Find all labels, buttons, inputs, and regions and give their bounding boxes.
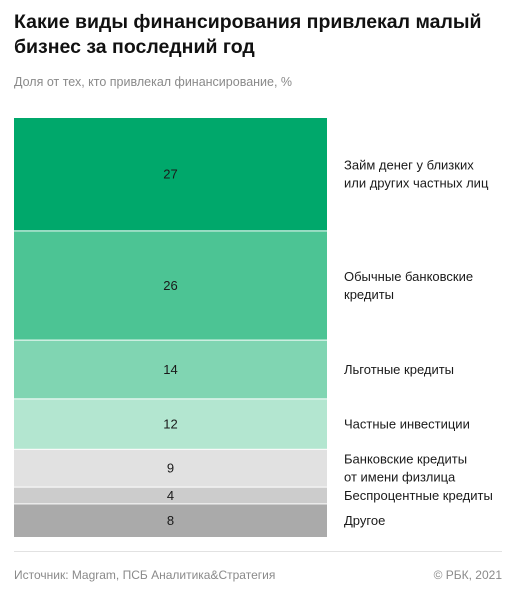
chart-title: Какие виды финансирования привлекал малы…	[14, 11, 482, 58]
copyright-note: © РБК, 2021	[433, 568, 502, 582]
data-label: 8	[167, 513, 174, 528]
category-label: Беспроцентные кредиты	[344, 488, 493, 503]
category-label: Обычные банковские	[344, 269, 473, 284]
source-note: Источник: Magram, ПСБ Аналитика&Стратеги…	[14, 568, 276, 582]
data-label: 12	[163, 417, 177, 432]
bar-segment	[14, 340, 327, 399]
bar-segment	[14, 487, 327, 504]
chart-subtitle: Доля от тех, кто привлекал финансировани…	[14, 75, 293, 89]
data-label: 26	[163, 278, 177, 293]
category-label: Льготные кредиты	[344, 362, 454, 377]
data-label: 9	[167, 461, 174, 476]
bar-segment	[14, 231, 327, 340]
bar-segment	[14, 399, 327, 449]
data-label: 4	[167, 488, 174, 503]
category-label: Частные инвестиции	[344, 417, 470, 432]
category-label: от имени физлица	[344, 470, 456, 485]
bar-segment	[14, 118, 327, 231]
footer-divider	[14, 551, 502, 552]
data-label: 14	[163, 362, 177, 377]
category-label: Банковские кредиты	[344, 452, 467, 467]
data-label: 27	[163, 167, 177, 182]
bar-segment	[14, 504, 327, 537]
category-label: кредиты	[344, 287, 394, 302]
category-label: Займ денег у близких	[344, 158, 474, 173]
category-label: или других частных лиц	[344, 176, 489, 191]
category-label: Другое	[344, 513, 385, 528]
bar-segment	[14, 449, 327, 487]
